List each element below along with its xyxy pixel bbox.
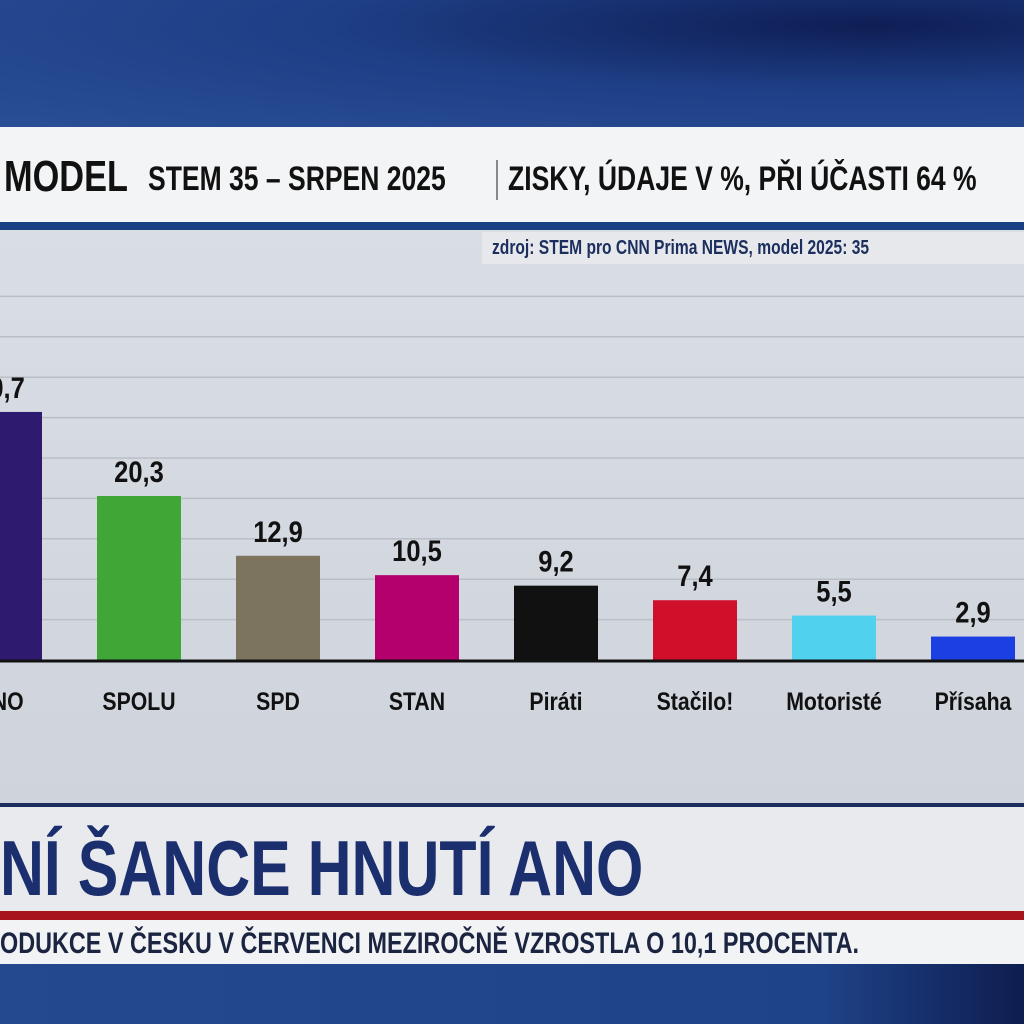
headline-top-line [0, 803, 1024, 807]
value-label: 30,7 [0, 371, 25, 404]
header-subtitle-2: ZISKY, ÚDAJE V %, PŘI ÚČASTI 64 % [508, 160, 1024, 199]
source-strip: zdroj: STEM pro CNN Prima NEWS, model 20… [482, 232, 1024, 264]
value-label: 2,9 [955, 596, 990, 629]
bar-spd [236, 555, 320, 660]
header-divider [0, 222, 1024, 230]
header-subtitle-text: STEM 35 – SRPEN 2025 [148, 160, 446, 198]
header-title: MODEL [4, 152, 163, 202]
bar-motoristé [792, 615, 876, 660]
background-bottom [0, 964, 1024, 1024]
value-label: 10,5 [392, 534, 442, 567]
value-label: 20,3 [114, 455, 164, 488]
category-label: ANO [0, 687, 24, 715]
header-title-text: MODEL [4, 152, 128, 201]
bar-stan [375, 575, 459, 660]
header-subtitle: STEM 35 – SRPEN 2025 [148, 160, 530, 199]
value-label: 7,4 [677, 559, 713, 592]
value-label: 12,9 [253, 515, 303, 548]
value-label: 9,2 [538, 545, 573, 578]
ticker-text: ODUKCE V ČESKU V ČERVENCI MEZIROČNĚ VZRO… [0, 927, 859, 960]
category-label: SPD [256, 687, 300, 715]
headline-bar: NÍ ŠANCE HNUTÍ ANO [0, 807, 1024, 912]
category-label: Motoristé [786, 687, 882, 715]
header-subtitle-2-text: ZISKY, ÚDAJE V %, PŘI ÚČASTI 64 % [508, 160, 977, 198]
bar-ano [0, 411, 42, 660]
news-ticker: ODUKCE V ČESKU V ČERVENCI MEZIROČNĚ VZRO… [0, 920, 1024, 964]
category-label: Stačilo! [657, 687, 734, 715]
source-text: zdroj: STEM pro CNN Prima NEWS, model 20… [492, 237, 870, 259]
category-label: SPOLU [102, 687, 175, 715]
chart-header [0, 127, 1024, 222]
header-separator [496, 160, 498, 200]
headline-text: NÍ ŠANCE HNUTÍ ANO [0, 824, 644, 912]
headline-red-line [0, 911, 1024, 920]
bar-piráti [514, 585, 598, 660]
category-label: Přísaha [935, 687, 1013, 715]
value-label: 5,5 [816, 575, 851, 608]
category-label: STAN [389, 687, 445, 715]
bar-stačilo! [653, 600, 737, 660]
category-label: Piráti [529, 687, 582, 715]
background-top [0, 0, 1024, 128]
bar-přísaha [931, 636, 1015, 660]
bar-spolu [97, 495, 181, 660]
